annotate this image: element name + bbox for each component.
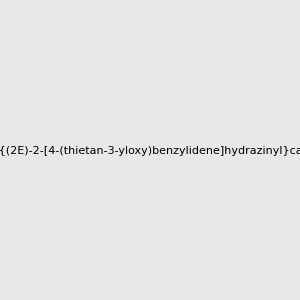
Text: N-(4-chlorobenzyl)-4-methyl-N-[2-({(2E)-2-[4-(thietan-3-yloxy)benzylidene]hydraz: N-(4-chlorobenzyl)-4-methyl-N-[2-({(2E)-… [0,146,300,157]
